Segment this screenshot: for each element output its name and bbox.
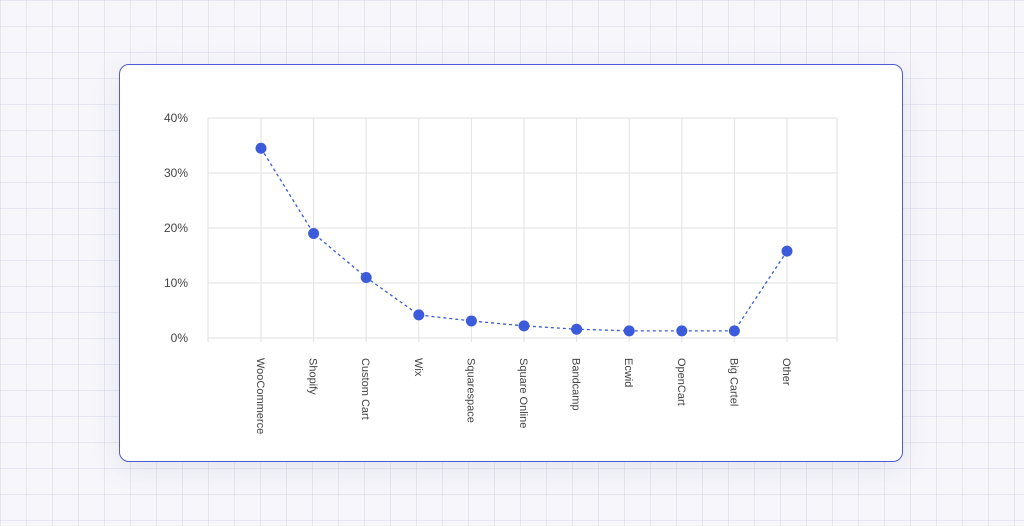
- y-tick-label: 40%: [164, 111, 188, 125]
- data-points: [255, 142, 793, 337]
- series-line: [260, 147, 788, 332]
- y-tick-label: 10%: [164, 276, 188, 290]
- y-tick-label: 30%: [164, 166, 188, 180]
- data-point: [571, 323, 583, 335]
- x-tick-label: Shopify: [307, 358, 319, 395]
- data-point: [255, 142, 267, 154]
- x-tick-label: Wix: [412, 358, 424, 377]
- x-axis-ticks: WooCommerce Shopify Custom Cart Wix Squaresp…: [254, 358, 792, 434]
- data-point: [781, 245, 793, 257]
- y-axis-ticks: 0% 10% 20% 30% 40%: [164, 111, 188, 345]
- x-tick-label: Other: [780, 358, 792, 386]
- data-point: [728, 325, 740, 337]
- line-chart: 0% 10% 20% 30% 40% WooCommerce Shopify Custom …: [164, 111, 838, 434]
- x-tick-label: Big Cartel: [727, 358, 739, 406]
- data-point: [676, 325, 688, 337]
- data-point: [465, 315, 477, 327]
- data-point: [308, 228, 320, 239]
- y-tick-label: 0%: [171, 331, 189, 345]
- x-tick-label: Bandcamp: [570, 358, 582, 411]
- data-point: [623, 325, 635, 337]
- x-tick-label: Ecwid: [622, 358, 634, 387]
- x-tick-label: WooCommerce: [254, 358, 266, 434]
- data-point: [360, 272, 372, 283]
- x-tick-label: Square Online: [517, 358, 529, 428]
- y-tick-label: 20%: [164, 221, 188, 235]
- chart-card: 0% 10% 20% 30% 40% WooCommerce Shopify Custom …: [119, 64, 903, 462]
- data-point: [413, 309, 425, 321]
- x-tick-label: OpenCart: [675, 358, 687, 406]
- x-tick-label: Custom Cart: [359, 358, 371, 420]
- grid: [207, 117, 838, 342]
- x-tick-label: Squarespace: [464, 358, 476, 423]
- data-point: [518, 320, 530, 332]
